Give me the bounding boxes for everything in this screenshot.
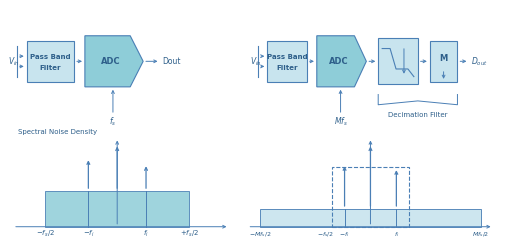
Bar bbox=[378, 38, 418, 84]
Polygon shape bbox=[317, 36, 366, 87]
Text: Spectral Noise Density: Spectral Noise Density bbox=[18, 129, 97, 135]
Text: $+f_s/2$: $+f_s/2$ bbox=[180, 229, 199, 239]
Text: $-f_i$: $-f_i$ bbox=[339, 230, 350, 239]
Polygon shape bbox=[85, 36, 143, 87]
Text: $-f_s/2$: $-f_s/2$ bbox=[36, 229, 55, 239]
Text: $Mf_s$: $Mf_s$ bbox=[334, 115, 347, 127]
Text: $V_{in}$: $V_{in}$ bbox=[8, 55, 20, 67]
Text: $V_{in}$: $V_{in}$ bbox=[250, 55, 262, 67]
Text: Decimation Filter: Decimation Filter bbox=[388, 112, 447, 118]
Bar bbox=[261, 209, 481, 227]
Text: $Mf_s/2$: $Mf_s/2$ bbox=[472, 230, 489, 239]
Text: Filter: Filter bbox=[276, 65, 298, 71]
Text: ADC: ADC bbox=[329, 57, 348, 66]
Text: Dout: Dout bbox=[163, 57, 181, 66]
Bar bbox=[45, 191, 189, 227]
Text: ADC: ADC bbox=[101, 57, 121, 66]
Text: $f_i$: $f_i$ bbox=[394, 230, 399, 239]
Text: Filter: Filter bbox=[39, 65, 61, 71]
Text: $f_i$: $f_i$ bbox=[143, 229, 149, 239]
Bar bbox=[430, 41, 458, 82]
Text: M: M bbox=[439, 54, 448, 63]
Bar bbox=[27, 41, 74, 82]
Text: $-Mf_s/2$: $-Mf_s/2$ bbox=[249, 230, 272, 239]
Text: $-f_i$: $-f_i$ bbox=[82, 229, 94, 239]
Text: $-f_s/2$: $-f_s/2$ bbox=[317, 230, 334, 239]
Text: Pass Band: Pass Band bbox=[30, 54, 71, 60]
Text: $f_s$: $f_s$ bbox=[109, 115, 117, 127]
Bar bbox=[267, 41, 307, 82]
Bar bbox=[332, 167, 410, 227]
Text: Pass Band: Pass Band bbox=[267, 54, 308, 60]
Text: $D_{out}$: $D_{out}$ bbox=[471, 55, 488, 67]
